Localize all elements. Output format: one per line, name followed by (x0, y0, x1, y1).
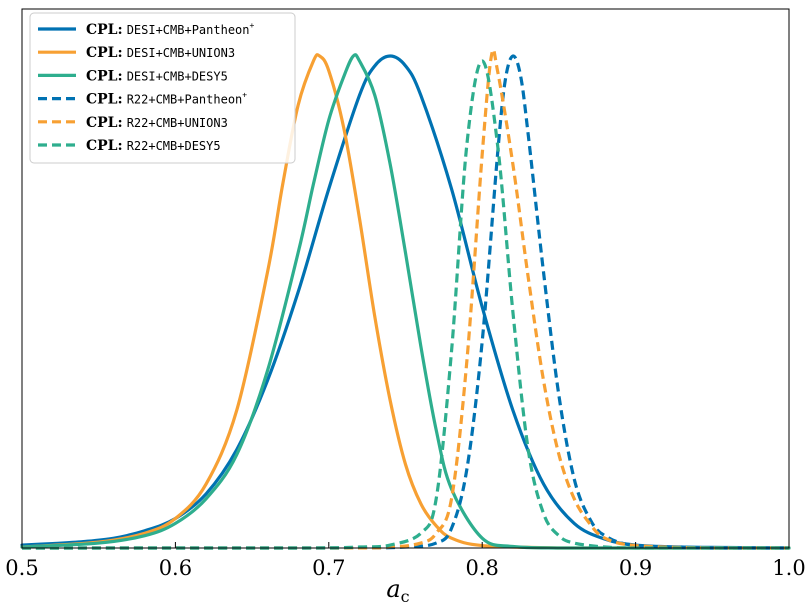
legend-entry-4: CPL: R22+CMB+Pantheon+ (86, 91, 247, 108)
legend-series-superscript: + (250, 21, 255, 30)
x-tick-label: 0.7 (312, 556, 345, 580)
x-axis-label-main: a (386, 575, 400, 603)
legend: CPL: DESI+CMB+Pantheon+CPL: DESI+CMB+UNION… (29, 12, 296, 164)
legend-model-label: CPL: (86, 45, 123, 61)
x-tick-label: 0.8 (465, 556, 498, 580)
legend-entry-2: CPL: DESI+CMB+UNION3 (86, 45, 235, 61)
x-tick-label: 1.0 (772, 556, 805, 580)
legend-entry-3: CPL: DESI+CMB+DESY5 (86, 68, 228, 84)
legend-series-superscript: + (242, 91, 247, 100)
x-tick-label: 0.6 (159, 556, 192, 580)
series-line-3 (20, 53, 791, 550)
legend-series-name: DESI+CMB+Pantheon (127, 23, 250, 37)
legend-model-label: CPL: (86, 22, 123, 38)
x-axis-label: ac (386, 575, 409, 606)
series-line-4 (21, 54, 789, 550)
series-curves (20, 48, 791, 550)
legend-series-name: DESI+CMB+DESY5 (127, 69, 228, 83)
x-tick-label: 0.9 (619, 556, 652, 580)
x-tick-label: 0.5 (5, 556, 38, 580)
legend-entry-6: CPL: R22+CMB+DESY5 (86, 138, 221, 154)
legend-model-label: CPL: (86, 68, 123, 84)
series-line-2 (20, 53, 791, 550)
legend-model-label: CPL: (86, 92, 123, 108)
legend-model-label: CPL: (86, 115, 123, 131)
legend-model-label: CPL: (86, 138, 123, 154)
series-line-6 (21, 59, 789, 550)
legend-entry-5: CPL: R22+CMB+UNION3 (86, 115, 228, 131)
legend-series-name: R22+CMB+Pantheon (127, 93, 243, 107)
series-line-1 (20, 54, 791, 550)
x-axis-ticks: 0.5 0.6 0.7 0.8 0.9 1.0 (5, 542, 806, 580)
plot-frame (21, 8, 790, 549)
series-line-5 (21, 48, 789, 550)
legend-series-name: DESI+CMB+UNION3 (127, 46, 235, 60)
legend-series-name: R22+CMB+DESY5 (127, 139, 221, 153)
legend-entry-1: CPL: DESI+CMB+Pantheon+ (86, 21, 255, 38)
legend-items: CPL: DESI+CMB+Pantheon+CPL: DESI+CMB+UNION… (38, 21, 255, 154)
legend-series-name: R22+CMB+UNION3 (127, 116, 228, 130)
x-axis-label-subscript: c (401, 587, 410, 606)
legend-box (29, 12, 296, 164)
